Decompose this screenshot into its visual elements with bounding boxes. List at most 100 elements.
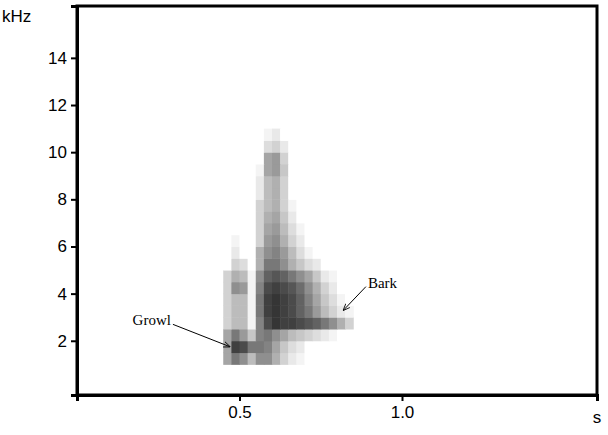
spectrogram-cell bbox=[248, 223, 257, 235]
spectrogram-cell bbox=[264, 199, 273, 211]
spectrogram-cell bbox=[296, 258, 305, 270]
spectrogram-cell bbox=[313, 258, 322, 270]
spectrogram-cell bbox=[337, 199, 346, 211]
spectrogram-cell bbox=[248, 188, 257, 200]
spectrogram-cell bbox=[240, 329, 249, 341]
spectrogram-cell bbox=[240, 152, 249, 164]
spectrogram-cell bbox=[337, 152, 346, 164]
spectrogram-cell bbox=[296, 294, 305, 306]
spectrogram-cell bbox=[288, 199, 297, 211]
spectrogram-cell bbox=[272, 329, 281, 341]
spectrogram-cell bbox=[296, 246, 305, 258]
spectrogram-cell bbox=[264, 353, 273, 365]
spectrogram-cell bbox=[313, 235, 322, 247]
spectrogram-cell bbox=[345, 341, 354, 353]
spectrogram-cell bbox=[272, 223, 281, 235]
spectrogram-cell bbox=[345, 353, 354, 365]
spectrogram-cell bbox=[231, 211, 240, 223]
spectrogram-cell bbox=[264, 258, 273, 270]
x-axis: 0.51.0 bbox=[78, 395, 598, 422]
spectrogram-cell bbox=[337, 235, 346, 247]
spectrogram-cell bbox=[337, 282, 346, 294]
spectrogram-cell bbox=[248, 353, 257, 365]
spectrogram-cell bbox=[264, 294, 273, 306]
spectrogram-cell bbox=[248, 246, 257, 258]
spectrogram-cell bbox=[313, 282, 322, 294]
spectrogram-cell bbox=[329, 341, 338, 353]
spectrogram-cell bbox=[296, 176, 305, 188]
spectrogram-cell bbox=[345, 188, 354, 200]
spectrogram-cell bbox=[240, 164, 249, 176]
spectrogram-cell bbox=[240, 305, 249, 317]
spectrogram-cell bbox=[272, 129, 281, 141]
spectrogram-cell bbox=[313, 199, 322, 211]
spectrogram-cell bbox=[345, 199, 354, 211]
spectrogram-cell bbox=[256, 258, 265, 270]
spectrogram-cell bbox=[337, 140, 346, 152]
spectrogram-cell bbox=[296, 164, 305, 176]
y-tick: 4 bbox=[58, 285, 77, 304]
spectrogram-cell bbox=[296, 235, 305, 247]
spectrogram-cell bbox=[231, 223, 240, 235]
spectrogram-cell bbox=[305, 152, 314, 164]
spectrogram-cell bbox=[296, 152, 305, 164]
spectrogram-cell bbox=[296, 353, 305, 365]
spectrogram-cell bbox=[345, 282, 354, 294]
spectrogram-cell bbox=[223, 282, 232, 294]
spectrogram-cell bbox=[296, 199, 305, 211]
spectrogram-cell bbox=[305, 329, 314, 341]
annotations: GrowlBark bbox=[133, 275, 398, 347]
spectrogram-cell bbox=[296, 341, 305, 353]
y-tick-label: 8 bbox=[58, 190, 67, 209]
spectrogram-cell bbox=[345, 329, 354, 341]
spectrogram-cell bbox=[313, 176, 322, 188]
spectrogram-cell bbox=[288, 188, 297, 200]
y-tick-label: 14 bbox=[48, 49, 67, 68]
spectrogram-cell bbox=[329, 305, 338, 317]
spectrogram-cell bbox=[272, 176, 281, 188]
spectrogram-cell bbox=[329, 188, 338, 200]
y-tick-label: 12 bbox=[48, 96, 67, 115]
spectrogram-cell bbox=[240, 317, 249, 329]
spectrogram-cell bbox=[240, 223, 249, 235]
spectrogram-cell bbox=[280, 176, 289, 188]
spectrogram-cell bbox=[313, 353, 322, 365]
spectrogram-cell bbox=[248, 294, 257, 306]
spectrogram-cell bbox=[337, 176, 346, 188]
spectrogram-cell bbox=[329, 152, 338, 164]
spectrogram-cell bbox=[240, 199, 249, 211]
spectrogram-cell bbox=[305, 176, 314, 188]
y-tick-label: 2 bbox=[58, 332, 67, 351]
spectrogram-cell bbox=[231, 188, 240, 200]
spectrogram-cell bbox=[345, 176, 354, 188]
spectrogram-cell bbox=[321, 317, 330, 329]
spectrogram-cell bbox=[288, 235, 297, 247]
spectrogram-cell bbox=[248, 305, 257, 317]
spectrogram-cell bbox=[305, 223, 314, 235]
spectrogram-cell bbox=[240, 246, 249, 258]
spectrogram-cell bbox=[321, 270, 330, 282]
spectrogram-cell bbox=[248, 258, 257, 270]
spectrogram-cell bbox=[272, 305, 281, 317]
spectrogram-cell bbox=[256, 282, 265, 294]
spectrogram-cell bbox=[296, 188, 305, 200]
spectrogram-cell bbox=[329, 176, 338, 188]
spectrogram-cell bbox=[313, 329, 322, 341]
spectrogram-cell bbox=[240, 176, 249, 188]
spectrogram-cell bbox=[345, 129, 354, 141]
spectrogram-cell bbox=[231, 176, 240, 188]
spectrogram-cell bbox=[223, 223, 232, 235]
spectrogram-cell bbox=[256, 211, 265, 223]
spectrogram-cell bbox=[337, 270, 346, 282]
spectrogram-cell bbox=[280, 129, 289, 141]
spectrogram-cell bbox=[288, 258, 297, 270]
spectrogram-cell bbox=[231, 341, 240, 353]
spectrogram-cell bbox=[337, 188, 346, 200]
spectrogram-cell bbox=[329, 211, 338, 223]
spectrogram-cell bbox=[305, 129, 314, 141]
spectrogram-cell bbox=[256, 235, 265, 247]
spectrogram-cell bbox=[240, 140, 249, 152]
spectrogram-cell bbox=[231, 353, 240, 365]
spectrogram-cell bbox=[231, 199, 240, 211]
spectrogram-cell bbox=[280, 317, 289, 329]
